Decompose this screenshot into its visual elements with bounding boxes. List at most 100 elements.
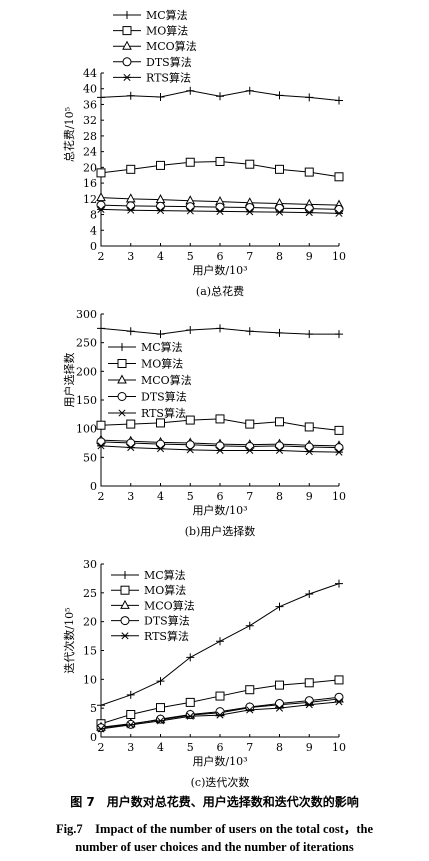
data-point xyxy=(126,201,136,211)
data-point xyxy=(335,448,343,456)
data-point xyxy=(304,678,314,688)
data-point xyxy=(245,446,254,455)
chart-caption: (b)用户选择数 xyxy=(185,524,256,538)
x-tick-label: 10 xyxy=(332,490,346,503)
data-point xyxy=(305,330,314,339)
data-point xyxy=(245,441,255,451)
data-point xyxy=(126,438,136,448)
x-tick-label: 9 xyxy=(306,741,313,754)
data-point xyxy=(304,204,314,214)
legend-marker xyxy=(121,571,129,579)
y-tick-label: 100 xyxy=(76,423,97,436)
series-1 xyxy=(97,579,343,710)
data-point xyxy=(97,93,105,102)
x-tick-label: 8 xyxy=(276,741,283,754)
data-point xyxy=(126,419,136,429)
data-point xyxy=(97,701,105,710)
legend-marker xyxy=(123,11,131,19)
x-tick-label: 3 xyxy=(127,250,134,263)
data-point xyxy=(245,685,255,695)
y-tick-label: 16 xyxy=(83,177,97,190)
series-1 xyxy=(97,86,343,105)
legend-entry: MCO算法 xyxy=(141,373,192,387)
x-tick-label: 5 xyxy=(187,741,194,754)
data-point xyxy=(245,706,254,714)
data-point xyxy=(304,442,314,452)
legend-entry: MC算法 xyxy=(144,568,186,582)
data-point xyxy=(275,441,284,451)
x-axis-label: 用户数/10³ xyxy=(192,503,247,517)
chart-iterations: 0 5 10 15 20 25 30 2 3 4 5 6 7 8 9 10 用户数/10³ 迭代次数/10⁵ (c)… xyxy=(62,558,346,789)
data-point xyxy=(305,448,314,456)
data-point xyxy=(275,680,284,690)
y-tick-label: 15 xyxy=(83,645,97,658)
data-point xyxy=(216,446,224,455)
y-tick-label: 32 xyxy=(83,114,97,127)
data-point xyxy=(334,172,344,182)
data-point xyxy=(155,194,166,204)
legend-entry: RTS算法 xyxy=(141,406,186,420)
data-point xyxy=(126,444,135,452)
data-point xyxy=(96,420,106,430)
data-point xyxy=(245,621,254,630)
data-point xyxy=(156,714,165,724)
legend-marker xyxy=(118,409,126,417)
chart-caption: (c)迭代次数 xyxy=(191,775,250,789)
series-2 xyxy=(96,156,344,182)
data-point xyxy=(186,207,195,215)
series-5 xyxy=(97,698,343,733)
data-point xyxy=(335,209,343,217)
x-tick-label: 7 xyxy=(246,250,253,263)
data-point xyxy=(334,204,344,214)
data-point xyxy=(245,327,254,336)
legend-entry: MO算法 xyxy=(146,24,188,38)
series-2 xyxy=(96,414,344,435)
y-tick-label: 5 xyxy=(90,702,97,715)
legend-marker xyxy=(117,374,127,384)
y-tick-label: 0 xyxy=(90,480,97,493)
y-tick-label: 12 xyxy=(83,193,97,206)
y-tick-label: 44 xyxy=(83,67,97,80)
data-point xyxy=(335,96,343,105)
y-tick-label: 10 xyxy=(83,673,97,686)
data-point xyxy=(216,92,224,101)
data-point xyxy=(335,330,343,339)
chart-caption: (a)总花费 xyxy=(196,284,244,298)
y-tick-label: 40 xyxy=(83,83,97,96)
data-point xyxy=(275,203,284,213)
y-tick-label: 0 xyxy=(90,731,97,744)
data-point xyxy=(156,207,165,215)
data-point xyxy=(97,442,105,450)
legend-marker xyxy=(117,392,127,401)
data-point xyxy=(185,697,195,707)
data-point xyxy=(216,711,224,719)
legend-entry: RTS算法 xyxy=(146,70,191,84)
x-axis-label: 用户数/10³ xyxy=(192,263,247,277)
data-point xyxy=(186,446,195,454)
data-point xyxy=(245,419,255,429)
data-point xyxy=(304,696,314,706)
data-point xyxy=(96,192,106,202)
x-tick-label: 2 xyxy=(98,741,105,754)
y-tick-label: 28 xyxy=(83,130,97,143)
legend-marker xyxy=(117,359,127,368)
y-tick-label: 20 xyxy=(83,161,97,174)
data-point xyxy=(275,164,284,174)
series-line xyxy=(100,679,340,725)
data-point xyxy=(334,675,344,685)
y-tick-label: 8 xyxy=(90,209,97,222)
legend-entry: RTS算法 xyxy=(144,629,189,643)
legend-marker xyxy=(121,632,129,640)
data-point xyxy=(245,159,255,169)
data-point xyxy=(125,193,136,203)
legend-marker xyxy=(122,40,132,50)
data-point xyxy=(275,208,284,216)
data-point xyxy=(216,324,224,333)
data-point xyxy=(185,157,195,167)
y-axis-label: 用户选择数 xyxy=(62,353,76,408)
data-point xyxy=(334,425,344,435)
legend-marker xyxy=(120,616,130,626)
data-point xyxy=(334,692,344,702)
